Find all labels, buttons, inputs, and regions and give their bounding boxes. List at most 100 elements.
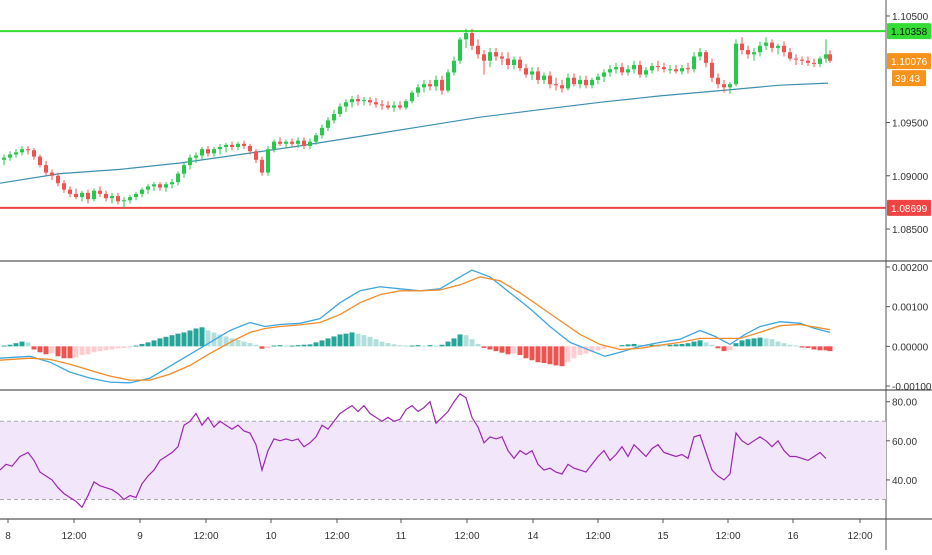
candle[interactable]	[164, 182, 168, 192]
candle[interactable]	[218, 143, 222, 155]
candle[interactable]	[302, 137, 306, 150]
candle[interactable]	[110, 192, 114, 204]
candle[interactable]	[134, 191, 138, 201]
macd-pane[interactable]	[0, 269, 833, 384]
candle[interactable]	[182, 162, 186, 178]
candle[interactable]	[284, 139, 288, 149]
candle[interactable]	[590, 77, 594, 89]
candle[interactable]	[38, 154, 42, 168]
candle[interactable]	[668, 64, 672, 74]
candle[interactable]	[494, 47, 498, 61]
candle[interactable]	[716, 73, 720, 89]
candle[interactable]	[14, 149, 18, 158]
candle[interactable]	[806, 56, 810, 67]
candle[interactable]	[422, 79, 426, 93]
candle[interactable]	[722, 79, 726, 93]
candle[interactable]	[320, 124, 324, 139]
candle[interactable]	[500, 52, 504, 65]
candle[interactable]	[638, 60, 642, 78]
candle[interactable]	[62, 180, 66, 193]
candle[interactable]	[386, 101, 390, 110]
candle[interactable]	[632, 60, 636, 74]
candle[interactable]	[188, 154, 192, 170]
candle[interactable]	[326, 117, 330, 132]
candle[interactable]	[752, 47, 756, 61]
candle[interactable]	[614, 62, 618, 74]
candle[interactable]	[374, 98, 378, 108]
candle[interactable]	[254, 149, 258, 163]
candle[interactable]	[518, 56, 522, 72]
candle[interactable]	[170, 178, 174, 189]
candle[interactable]	[194, 152, 198, 163]
candle[interactable]	[728, 82, 732, 94]
candle[interactable]	[710, 58, 714, 83]
candle[interactable]	[596, 73, 600, 85]
candle[interactable]	[626, 64, 630, 76]
candle[interactable]	[794, 54, 798, 65]
candle[interactable]	[8, 151, 12, 161]
candle[interactable]	[428, 79, 432, 91]
candle[interactable]	[44, 160, 48, 176]
candle[interactable]	[770, 39, 774, 53]
candle[interactable]	[470, 28, 474, 51]
candle[interactable]	[692, 52, 696, 73]
candle[interactable]	[242, 140, 246, 150]
candle[interactable]	[530, 67, 534, 80]
candle[interactable]	[260, 156, 264, 176]
candle[interactable]	[368, 96, 372, 106]
candle[interactable]	[92, 188, 96, 202]
candle[interactable]	[698, 47, 702, 61]
price-axis[interactable]: 1.10500 1.09500 1.09000 1.08500 0.00200 0.001…	[886, 12, 932, 487]
candle[interactable]	[224, 142, 228, 153]
candle[interactable]	[476, 39, 480, 59]
candle[interactable]	[620, 62, 624, 76]
candle[interactable]	[230, 141, 234, 151]
candle[interactable]	[548, 71, 552, 89]
candle[interactable]	[200, 147, 204, 160]
candle[interactable]	[764, 37, 768, 51]
candle[interactable]	[362, 96, 366, 106]
candle[interactable]	[140, 187, 144, 198]
candle[interactable]	[236, 141, 240, 151]
candle[interactable]	[380, 100, 384, 110]
candle[interactable]	[158, 182, 162, 191]
candle[interactable]	[656, 60, 660, 72]
candle[interactable]	[308, 138, 312, 150]
candle[interactable]	[524, 63, 528, 78]
candle[interactable]	[536, 67, 540, 85]
candle[interactable]	[212, 147, 216, 157]
candle[interactable]	[734, 39, 738, 87]
candle[interactable]	[674, 64, 678, 74]
candle[interactable]	[68, 186, 72, 198]
candle[interactable]	[446, 69, 450, 93]
candle[interactable]	[356, 94, 360, 106]
candle[interactable]	[266, 145, 270, 176]
candle[interactable]	[578, 75, 582, 89]
candle[interactable]	[80, 190, 84, 202]
candle[interactable]	[488, 47, 492, 68]
candle[interactable]	[452, 56, 456, 76]
candle[interactable]	[464, 28, 468, 48]
candle[interactable]	[686, 62, 690, 74]
candle[interactable]	[128, 194, 132, 204]
candle[interactable]	[278, 137, 282, 146]
candle[interactable]	[572, 73, 576, 87]
candle[interactable]	[680, 64, 684, 75]
candle[interactable]	[272, 139, 276, 153]
candle[interactable]	[32, 148, 36, 160]
candle[interactable]	[662, 62, 666, 73]
candle[interactable]	[392, 101, 396, 112]
candle[interactable]	[410, 90, 414, 104]
candle[interactable]	[560, 79, 564, 93]
candle[interactable]	[86, 189, 90, 204]
rsi-pane[interactable]	[0, 393, 886, 509]
candle[interactable]	[788, 47, 792, 61]
candle[interactable]	[818, 56, 822, 68]
candle[interactable]	[104, 190, 108, 202]
candle[interactable]	[758, 41, 762, 57]
candle[interactable]	[176, 171, 180, 186]
candle[interactable]	[482, 50, 486, 75]
candle[interactable]	[398, 101, 402, 110]
